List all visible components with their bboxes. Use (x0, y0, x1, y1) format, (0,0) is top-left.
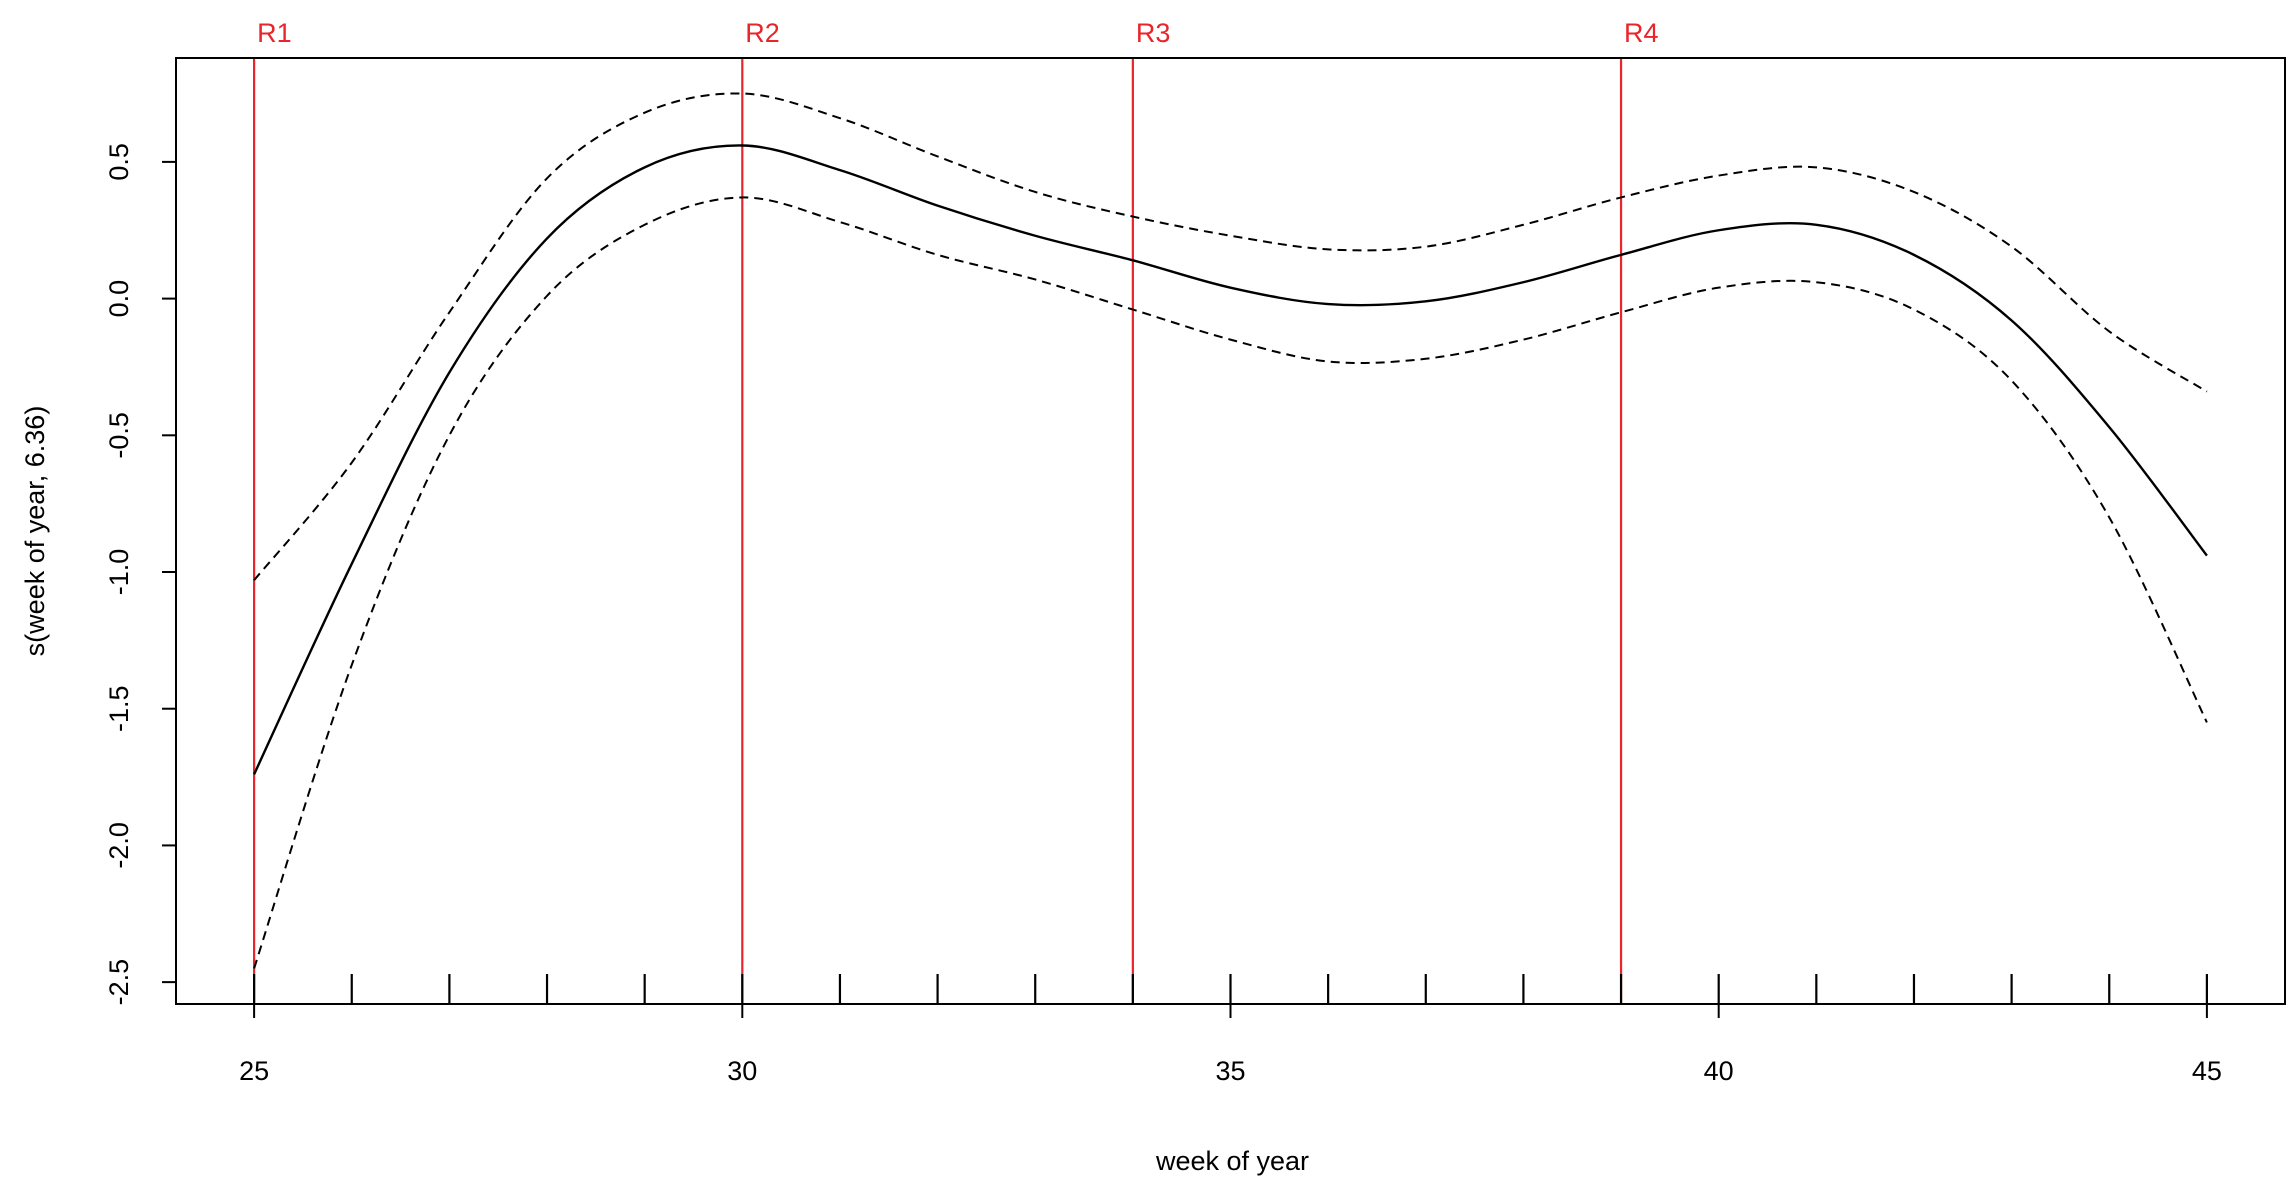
x-tick-label: 35 (1215, 1056, 1245, 1086)
y-tick-label: 0.0 (104, 280, 134, 318)
x-tick-label: 45 (2192, 1056, 2222, 1086)
plot-frame (175, 57, 2286, 1005)
y-tick-label: -1.0 (104, 549, 134, 596)
series-line-upper-bound (253, 92, 2208, 581)
reference-label-r3: R3 (1136, 18, 1171, 48)
y-tick-label: -2.0 (104, 822, 134, 869)
x-tick-label: 25 (239, 1056, 269, 1086)
x-axis-title: week of year (1155, 1146, 1309, 1176)
y-tick-label: -1.5 (104, 685, 134, 732)
x-tick-label: 40 (1704, 1056, 1734, 1086)
reference-label-r4: R4 (1624, 18, 1659, 48)
x-tick-label: 30 (727, 1056, 757, 1086)
reference-label-r2: R2 (745, 18, 780, 48)
series-line-estimate (253, 144, 2208, 775)
series-line-lower-bound (253, 196, 2208, 969)
y-tick-label: 0.5 (104, 143, 134, 181)
reference-label-r1: R1 (257, 18, 292, 48)
y-tick-label: -2.5 (104, 959, 134, 1006)
y-tick-label: -0.5 (104, 412, 134, 459)
y-axis-title: s(week of year, 6.36) (20, 406, 50, 657)
